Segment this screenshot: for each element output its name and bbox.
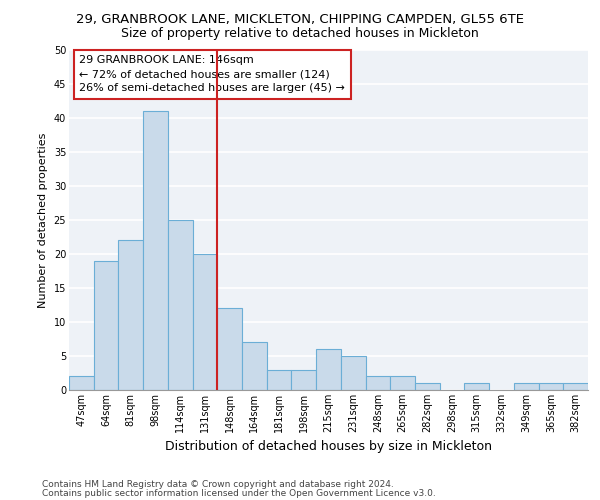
Bar: [539, 383, 563, 390]
Y-axis label: Number of detached properties: Number of detached properties: [38, 132, 48, 308]
X-axis label: Distribution of detached houses by size in Mickleton: Distribution of detached houses by size …: [165, 440, 492, 454]
Bar: [118, 240, 143, 390]
Bar: [69, 376, 94, 390]
Bar: [390, 376, 415, 390]
Text: Contains HM Land Registry data © Crown copyright and database right 2024.: Contains HM Land Registry data © Crown c…: [42, 480, 394, 489]
Bar: [242, 342, 267, 390]
Text: 29, GRANBROOK LANE, MICKLETON, CHIPPING CAMPDEN, GL55 6TE: 29, GRANBROOK LANE, MICKLETON, CHIPPING …: [76, 12, 524, 26]
Bar: [415, 383, 440, 390]
Bar: [464, 383, 489, 390]
Bar: [563, 383, 588, 390]
Bar: [316, 349, 341, 390]
Bar: [514, 383, 539, 390]
Bar: [341, 356, 365, 390]
Text: Contains public sector information licensed under the Open Government Licence v3: Contains public sector information licen…: [42, 488, 436, 498]
Bar: [217, 308, 242, 390]
Bar: [143, 111, 168, 390]
Bar: [365, 376, 390, 390]
Bar: [193, 254, 217, 390]
Text: 29 GRANBROOK LANE: 146sqm
← 72% of detached houses are smaller (124)
26% of semi: 29 GRANBROOK LANE: 146sqm ← 72% of detac…: [79, 55, 345, 93]
Bar: [267, 370, 292, 390]
Bar: [94, 261, 118, 390]
Text: Size of property relative to detached houses in Mickleton: Size of property relative to detached ho…: [121, 28, 479, 40]
Bar: [292, 370, 316, 390]
Bar: [168, 220, 193, 390]
